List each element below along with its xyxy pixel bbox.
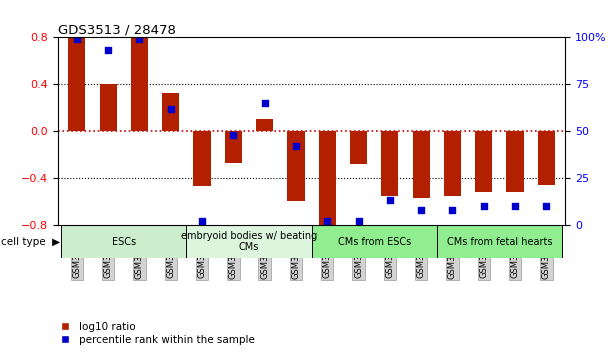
Point <box>260 100 269 106</box>
Text: embryoid bodies w/ beating
CMs: embryoid bodies w/ beating CMs <box>181 231 317 252</box>
Text: CMs from fetal hearts: CMs from fetal hearts <box>447 237 552 247</box>
Bar <box>381 131 398 195</box>
FancyBboxPatch shape <box>61 225 186 258</box>
Point <box>291 143 301 149</box>
Text: GDS3513 / 28478: GDS3513 / 28478 <box>58 23 176 36</box>
Point <box>323 218 332 224</box>
Bar <box>412 131 430 198</box>
Point <box>72 36 82 42</box>
Bar <box>475 131 492 192</box>
Text: ESCs: ESCs <box>112 237 136 247</box>
Bar <box>444 131 461 195</box>
Bar <box>256 119 273 131</box>
Bar <box>319 131 336 227</box>
Bar <box>68 38 86 131</box>
FancyBboxPatch shape <box>437 225 562 258</box>
Bar <box>131 38 148 131</box>
Bar <box>350 131 367 164</box>
Bar <box>225 131 242 163</box>
Bar <box>507 131 524 192</box>
Point <box>197 218 207 224</box>
Point <box>448 207 458 213</box>
Text: cell type  ▶: cell type ▶ <box>1 237 60 247</box>
Bar <box>100 84 117 131</box>
FancyBboxPatch shape <box>312 225 437 258</box>
Bar <box>194 131 211 186</box>
Point <box>229 132 238 138</box>
Point <box>166 106 175 112</box>
Point <box>134 36 144 42</box>
Point <box>385 198 395 203</box>
Point <box>103 47 113 53</box>
FancyBboxPatch shape <box>186 225 312 258</box>
Point <box>541 203 551 209</box>
Bar <box>287 131 304 201</box>
Point <box>416 207 426 213</box>
Point <box>354 218 364 224</box>
Bar <box>162 93 180 131</box>
Point <box>479 203 489 209</box>
Legend: log10 ratio, percentile rank within the sample: log10 ratio, percentile rank within the … <box>60 322 255 345</box>
Point <box>510 203 520 209</box>
Bar <box>538 131 555 185</box>
Text: CMs from ESCs: CMs from ESCs <box>338 237 411 247</box>
